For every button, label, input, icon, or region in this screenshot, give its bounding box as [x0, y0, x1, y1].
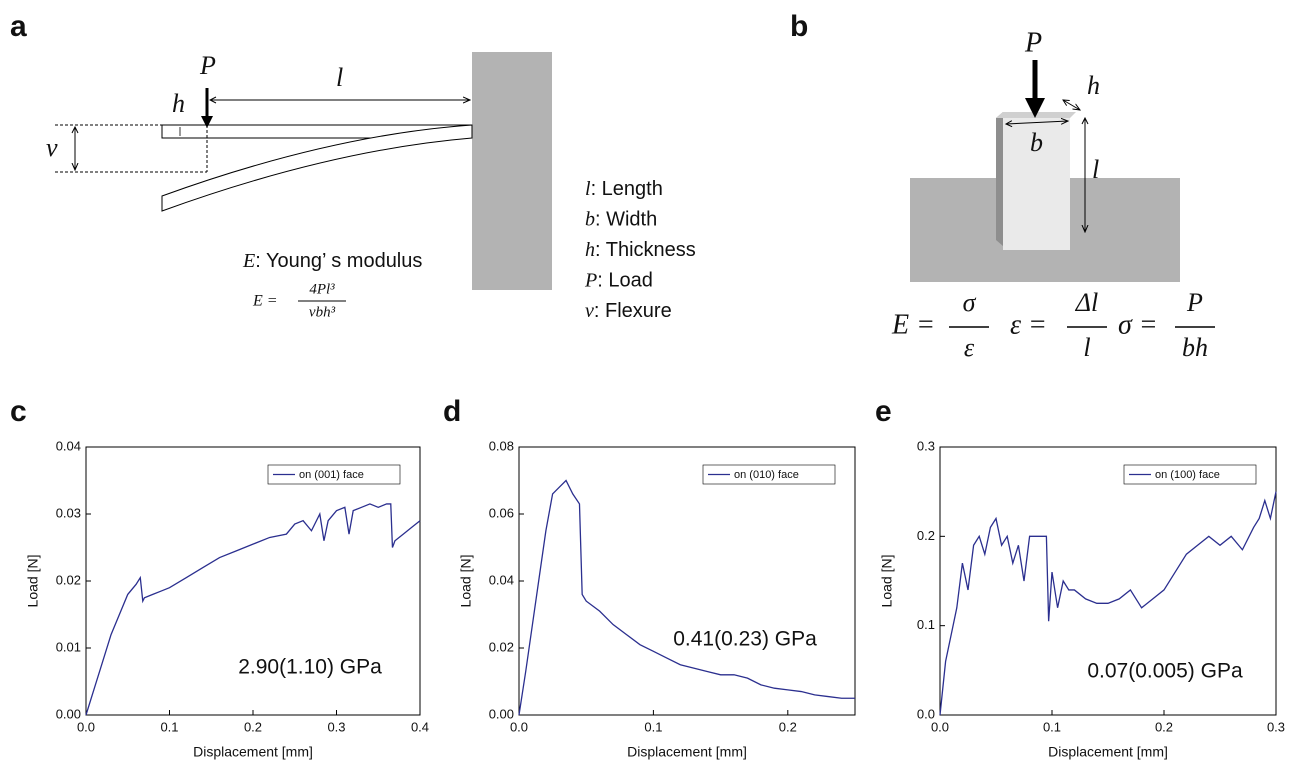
x-tick-label: 0.2 [1155, 719, 1173, 734]
meaning: : Load [597, 270, 653, 292]
formulas: E = σε ε = Δl l σ = Pbh [891, 288, 1215, 362]
x-tick-label: 0.0 [77, 719, 95, 734]
panel-label: d [443, 395, 461, 428]
x-tick-label: 0.4 [411, 719, 429, 734]
formula-den: bh [1182, 333, 1208, 362]
y-tick-label: 0.04 [489, 572, 514, 587]
x-tick-label: 0.2 [244, 719, 262, 734]
y-tick-label: 0.00 [56, 706, 81, 721]
formula-lhs: E = [891, 309, 935, 340]
bent-beam [161, 124, 473, 212]
x-tick-label: 0.0 [510, 719, 528, 734]
x-tick-label: 0.2 [779, 719, 797, 734]
wall [472, 52, 552, 290]
symbol: v [46, 133, 58, 162]
meaning: : Thickness [595, 239, 696, 261]
legend-box [267, 464, 401, 485]
data-line [939, 491, 1277, 716]
formula-lhs: E = [252, 293, 278, 310]
y-axis-label: Load [N] [25, 555, 41, 608]
meaning: : Length [591, 178, 663, 200]
caption-text: : Young’ s modulus [255, 250, 422, 272]
annotation: 2.90(1.10) GPa [238, 656, 382, 679]
symbol-item: b: Width [585, 208, 657, 231]
block-top [996, 112, 1076, 118]
y-tick-label: 0.02 [56, 572, 81, 587]
data-line [518, 479, 855, 716]
legend-label: on (100) face [1155, 469, 1220, 481]
symbol: b [585, 208, 595, 230]
y-tick-label: 0.04 [56, 438, 81, 453]
symbol: h [1087, 71, 1100, 100]
formula-den: vbh³ [309, 304, 336, 320]
y-tick-label: 0.03 [56, 505, 81, 520]
symbol-item: v: Flexure [585, 300, 672, 323]
formula-lhs: σ = [1118, 309, 1158, 340]
symbol: h [585, 239, 595, 261]
panel-label: e [875, 395, 892, 428]
y-tick-label: 0.3 [917, 438, 935, 453]
symbol: P [584, 269, 597, 291]
symbol: v [585, 300, 594, 322]
y-tick-label: 0.06 [489, 505, 514, 520]
legend-label: on (010) face [734, 469, 799, 481]
meaning: : Width [595, 209, 657, 231]
formula-den: l [1083, 333, 1090, 362]
h-arrow [1063, 100, 1080, 110]
legend-label: on (001) face [299, 469, 364, 481]
formula-num: Δl [1075, 288, 1098, 317]
data-line [85, 503, 421, 716]
y-axis-label: Load [N] [458, 555, 474, 608]
x-tick-label: 0.3 [327, 719, 345, 734]
y-tick-label: 0.1 [917, 617, 935, 632]
panel-label: c [10, 395, 27, 428]
meaning: : Flexure [594, 300, 672, 322]
legend-box [702, 464, 836, 485]
y-tick-label: 0.00 [489, 706, 514, 721]
y-tick-label: 0.2 [917, 528, 935, 543]
annotation: 0.07(0.005) GPa [1087, 660, 1243, 683]
symbol: P [1024, 27, 1042, 58]
panel-label: a [10, 10, 27, 43]
symbol-item: l: Length [585, 178, 663, 201]
legend-box [1123, 464, 1257, 485]
block-side [996, 112, 1003, 246]
y-tick-label: 0.01 [56, 639, 81, 654]
annotation: 0.41(0.23) GPa [673, 628, 817, 651]
x-tick-label: 0.1 [160, 719, 178, 734]
formula-num: σ [963, 288, 977, 317]
y-tick-label: 0.02 [489, 639, 514, 654]
caption: E: Young’ s modulus [242, 250, 422, 273]
y-tick-label: 0.0 [917, 706, 935, 721]
y-tick-label: 0.08 [489, 438, 514, 453]
plot-frame [939, 446, 1277, 716]
symbol-item: P: Load [584, 269, 653, 292]
symbol-item: h: Thickness [585, 239, 696, 262]
b-arrow [1006, 121, 1068, 124]
x-axis-label: Displacement [mm] [1048, 744, 1168, 760]
symbol: E [242, 250, 255, 272]
x-tick-label: 0.1 [1043, 719, 1061, 734]
formula-den: ε [964, 333, 975, 362]
symbol: h [172, 89, 185, 118]
x-axis-label: Displacement [mm] [193, 744, 313, 760]
x-axis-label: Displacement [mm] [627, 744, 747, 760]
formula-num: P [1186, 288, 1203, 317]
block-front [1003, 118, 1070, 250]
formula-lhs: ε = [1010, 309, 1047, 340]
charts: c 0.0 0.1 0.2 0.3 0.4 0.00 0.01 0.02 0.03 0.04 Disp… [10, 395, 1285, 760]
x-tick-label: 0.1 [644, 719, 662, 734]
symbol: l [336, 63, 343, 92]
symbol: l [585, 178, 591, 200]
symbol: P [199, 51, 216, 80]
panel-label: b [790, 10, 808, 43]
symbol: l [1092, 155, 1099, 184]
formula-num: 4Pl³ [309, 281, 335, 297]
x-tick-label: 0.3 [1267, 719, 1285, 734]
y-axis-label: Load [N] [879, 555, 895, 608]
x-tick-label: 0.0 [931, 719, 949, 734]
symbol: b [1030, 128, 1043, 157]
